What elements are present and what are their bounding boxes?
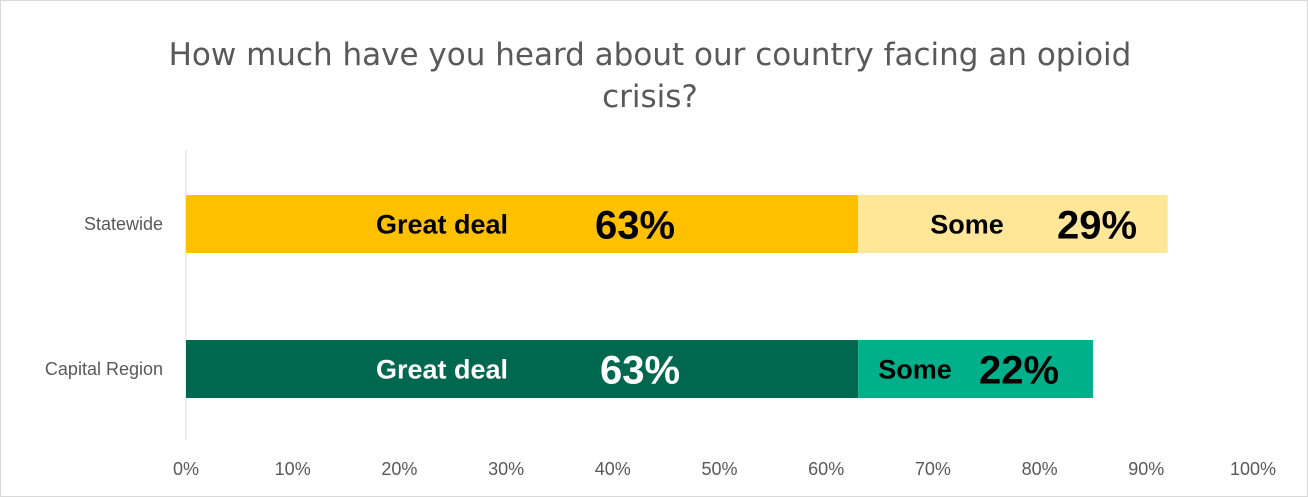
x-tick-label: 10% [275,459,311,479]
x-tick-label: 80% [1022,459,1058,479]
category-label: Capital Region [45,359,163,379]
segment-name-label: Great deal [376,355,508,385]
x-tick-label: 70% [915,459,951,479]
bar-segment [186,195,859,253]
x-tick-label: 40% [595,459,631,479]
x-tick-label: 20% [381,459,417,479]
x-tick-label: 100% [1230,459,1276,479]
x-tick-label: 50% [701,459,737,479]
data-label: 22% [979,348,1059,392]
x-tick-label: 0% [173,459,199,479]
x-tick-label: 30% [488,459,524,479]
data-label: 63% [600,348,680,392]
data-label: 63% [595,203,675,247]
bar-segment [858,340,1093,398]
segment-name-label: Great deal [376,210,508,240]
segment-name-label: Some [878,355,952,385]
data-label: 29% [1057,203,1137,247]
segment-name-label: Some [930,210,1004,240]
x-tick-label: 60% [808,459,844,479]
category-label: Statewide [84,214,163,234]
bar-segment [858,195,1168,253]
chart-title: How much have you heard about our countr… [168,37,1132,115]
x-tick-label: 90% [1128,459,1164,479]
bar-segment [186,340,859,398]
